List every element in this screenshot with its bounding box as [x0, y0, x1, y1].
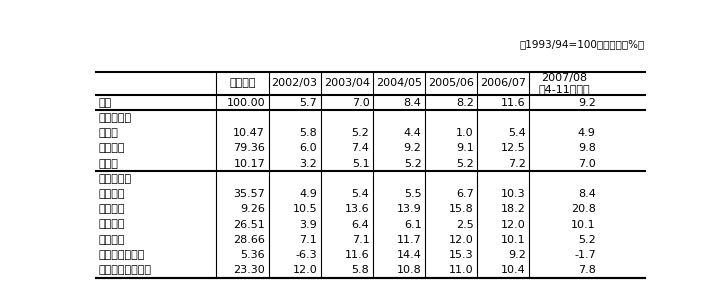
Text: 2003/04: 2003/04 [324, 78, 369, 88]
Text: 11.7: 11.7 [397, 235, 422, 245]
Text: 3.2: 3.2 [299, 159, 317, 169]
Text: 4.9: 4.9 [299, 189, 317, 199]
Text: 3.9: 3.9 [299, 219, 317, 230]
Text: 10.8: 10.8 [397, 265, 422, 275]
Text: 7.4: 7.4 [351, 143, 369, 154]
Text: 9.2: 9.2 [508, 250, 526, 260]
Text: 23.30: 23.30 [234, 265, 265, 275]
Text: 10.17: 10.17 [234, 159, 265, 169]
Text: 26.51: 26.51 [234, 219, 265, 230]
Text: 14.4: 14.4 [397, 250, 422, 260]
Text: 11.6: 11.6 [345, 250, 369, 260]
Text: 12.0: 12.0 [449, 235, 474, 245]
Text: 製造業: 製造業 [99, 143, 125, 154]
Text: 11.6: 11.6 [501, 98, 526, 108]
Text: 12.5: 12.5 [501, 143, 526, 154]
Text: 79.36: 79.36 [234, 143, 265, 154]
Text: 10.1: 10.1 [501, 235, 526, 245]
Text: 7.8: 7.8 [578, 265, 596, 275]
Text: 10.47: 10.47 [234, 128, 265, 138]
Text: 中間財: 中間財 [99, 219, 125, 230]
Text: 5.2: 5.2 [351, 128, 369, 138]
Text: 9.8: 9.8 [578, 143, 596, 154]
Text: 7.1: 7.1 [351, 235, 369, 245]
Text: 10.3: 10.3 [501, 189, 526, 199]
Text: 消費財: 消費財 [99, 235, 125, 245]
Text: 4.9: 4.9 [578, 128, 596, 138]
Text: 5.2: 5.2 [578, 235, 596, 245]
Text: 11.0: 11.0 [449, 265, 474, 275]
Text: 1.0: 1.0 [456, 128, 474, 138]
Text: 100.00: 100.00 [226, 98, 265, 108]
Text: 5.2: 5.2 [456, 159, 474, 169]
Text: 7.0: 7.0 [578, 159, 596, 169]
Text: -6.3: -6.3 [296, 250, 317, 260]
Text: 非耐久消費財: 非耐久消費財 [99, 265, 152, 275]
Text: 基礎財: 基礎財 [99, 189, 125, 199]
Text: 5.1: 5.1 [352, 159, 369, 169]
Text: 10.5: 10.5 [293, 204, 317, 214]
Text: 8.4: 8.4 [403, 98, 422, 108]
Text: 2.5: 2.5 [456, 219, 474, 230]
Text: 8.2: 8.2 [455, 98, 474, 108]
Text: 5.4: 5.4 [351, 189, 369, 199]
Text: 耐久消費財: 耐久消費財 [99, 250, 145, 260]
Text: 鉱業: 鉱業 [99, 128, 119, 138]
Text: 13.9: 13.9 [397, 204, 422, 214]
Text: 9.2: 9.2 [403, 143, 422, 154]
Text: 使途別内訳: 使途別内訳 [99, 174, 132, 184]
Text: ウェイト: ウェイト [229, 78, 256, 88]
Text: 5.8: 5.8 [351, 265, 369, 275]
Text: 9.2: 9.2 [578, 98, 596, 108]
Text: 資本財: 資本財 [99, 204, 125, 214]
Text: 2005/06: 2005/06 [428, 78, 474, 88]
Text: 5.36: 5.36 [241, 250, 265, 260]
Text: 6.7: 6.7 [456, 189, 474, 199]
Text: 18.2: 18.2 [501, 204, 526, 214]
Text: 35.57: 35.57 [234, 189, 265, 199]
Text: 15.3: 15.3 [449, 250, 474, 260]
Text: 9.26: 9.26 [240, 204, 265, 214]
Text: 9.1: 9.1 [456, 143, 474, 154]
Text: （1993/94=100、前期比、%）: （1993/94=100、前期比、%） [520, 39, 645, 49]
Text: 5.5: 5.5 [404, 189, 422, 199]
Text: 7.2: 7.2 [508, 159, 526, 169]
Text: 6.1: 6.1 [404, 219, 422, 230]
Text: 2006/07: 2006/07 [480, 78, 526, 88]
Text: 12.0: 12.0 [501, 219, 526, 230]
Text: 5.7: 5.7 [299, 98, 317, 108]
Text: 7.0: 7.0 [351, 98, 369, 108]
Text: 15.8: 15.8 [449, 204, 474, 214]
Text: 電力: 電力 [99, 159, 119, 169]
Text: 28.66: 28.66 [234, 235, 265, 245]
Text: 8.4: 8.4 [578, 189, 596, 199]
Text: 5.8: 5.8 [299, 128, 317, 138]
Text: 分野別内訳: 分野別内訳 [99, 113, 132, 123]
Text: 6.4: 6.4 [351, 219, 369, 230]
Text: 6.0: 6.0 [299, 143, 317, 154]
Text: 12.0: 12.0 [293, 265, 317, 275]
Text: 2002/03: 2002/03 [272, 78, 317, 88]
Text: 2004/05: 2004/05 [376, 78, 422, 88]
Text: 2007/08
（4-11月期）: 2007/08 （4-11月期） [539, 73, 590, 94]
Text: 20.8: 20.8 [571, 204, 596, 214]
Text: 4.4: 4.4 [403, 128, 422, 138]
Text: 10.4: 10.4 [501, 265, 526, 275]
Text: 5.2: 5.2 [403, 159, 422, 169]
Text: 13.6: 13.6 [345, 204, 369, 214]
Text: 10.1: 10.1 [571, 219, 596, 230]
Text: 7.1: 7.1 [299, 235, 317, 245]
Text: -1.7: -1.7 [574, 250, 596, 260]
Text: 全体: 全体 [99, 98, 112, 108]
Text: 5.4: 5.4 [508, 128, 526, 138]
